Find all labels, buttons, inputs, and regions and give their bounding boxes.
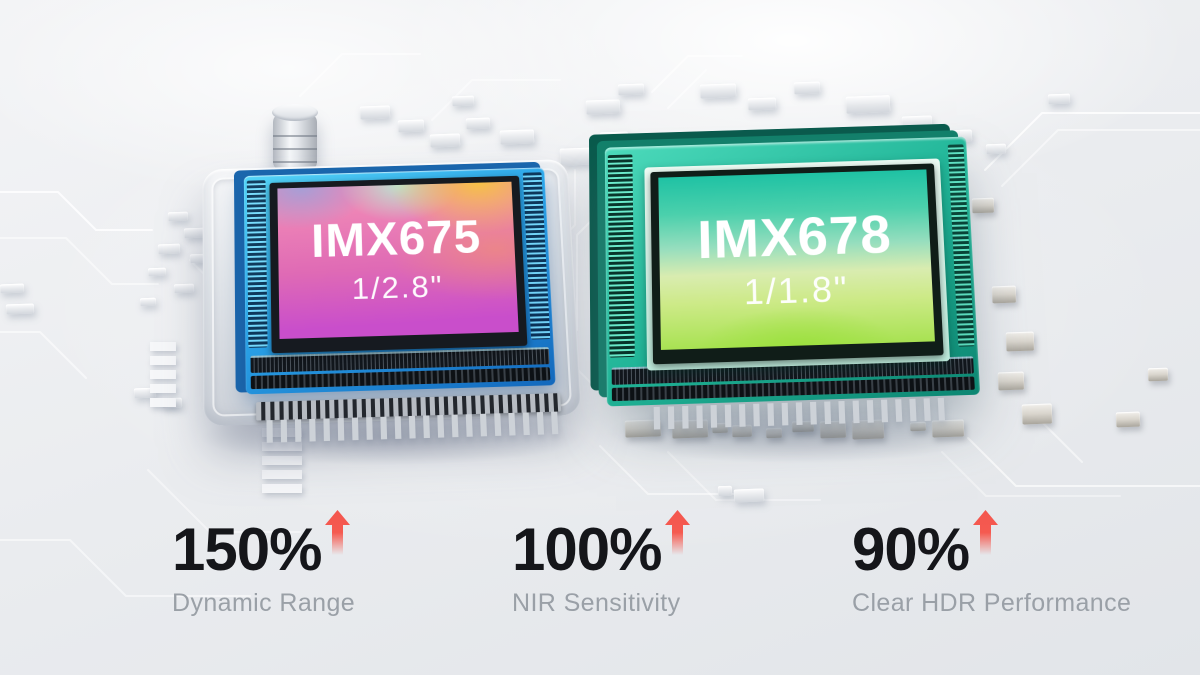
capacitor-rings — [273, 124, 317, 168]
stat-label: Clear HDR Performance — [852, 589, 1132, 617]
capacitor-component — [272, 104, 318, 180]
stat-label: Dynamic Range — [172, 589, 356, 617]
stat-value: 150% — [172, 516, 322, 583]
arrow-up-icon — [973, 510, 999, 555]
arrow-up-icon — [665, 510, 691, 555]
stat-value: 100% — [512, 516, 662, 583]
arrow-up-icon — [325, 510, 351, 555]
stat-nir-sensitivity: 100% NIR Sensitivity — [512, 510, 691, 618]
stat-label: NIR Sensitivity — [512, 589, 681, 617]
capacitor-top — [272, 104, 318, 121]
stat-hdr-performance: 90% Clear HDR Performance — [852, 510, 1132, 618]
stat-dynamic-range: 150% Dynamic Range — [172, 510, 356, 618]
stat-value: 90% — [852, 516, 970, 583]
ic-ladder-component — [150, 342, 176, 408]
